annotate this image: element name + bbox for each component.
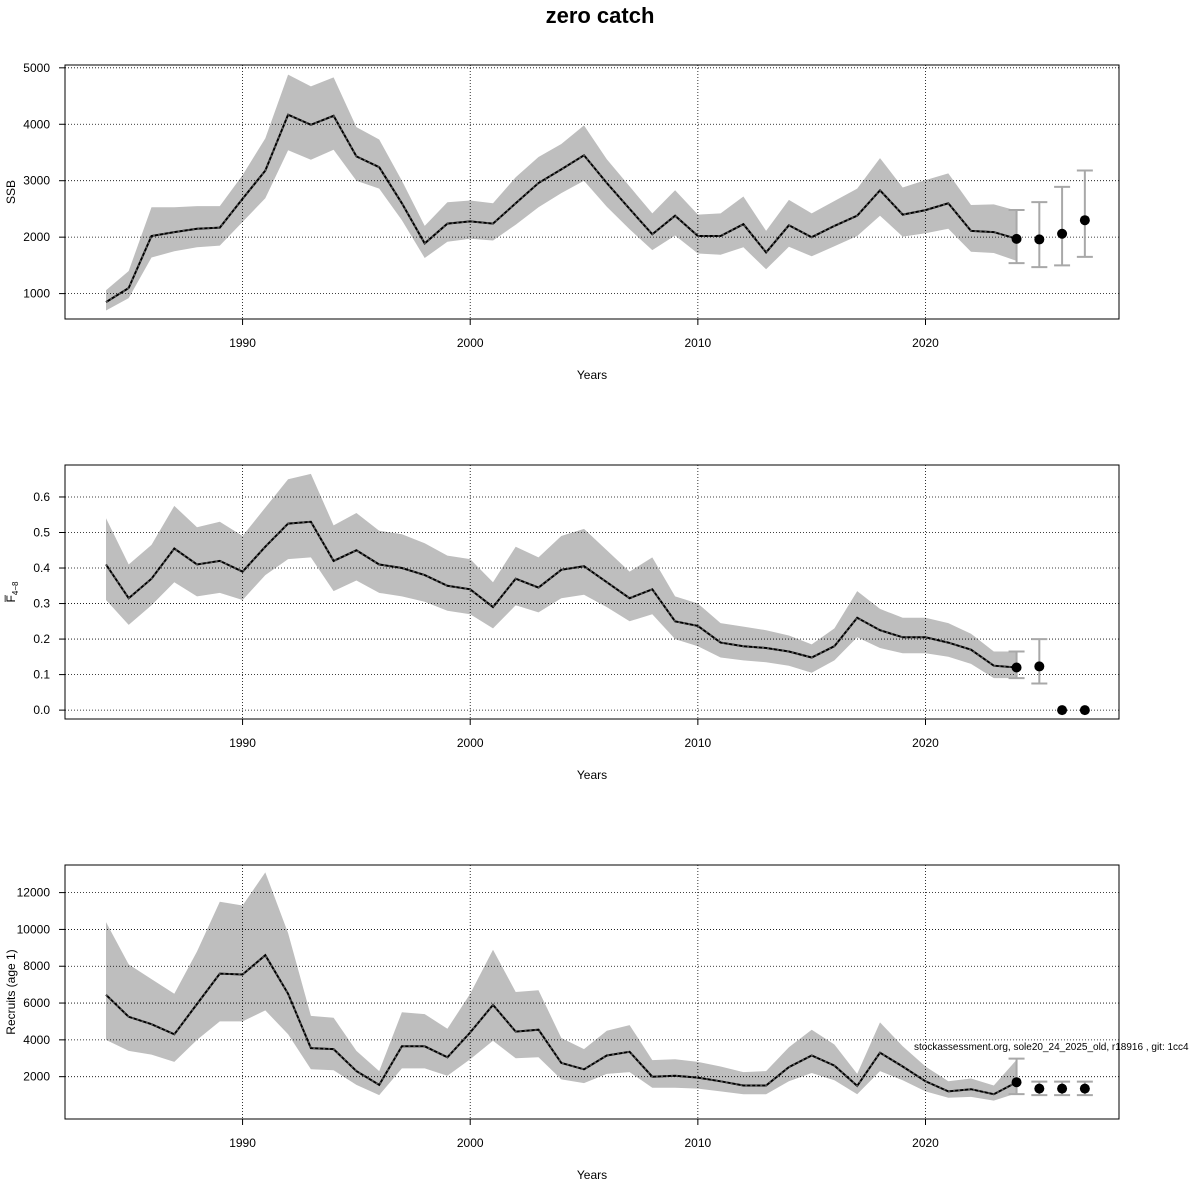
fbar-y-axis-label-subscript: 4−8 [11, 581, 20, 595]
ssb-y-tick-label-0: 1000 [23, 287, 50, 301]
recruits-y-tick-label-2: 6000 [23, 996, 50, 1010]
recruits-forecast-point-2027 [1079, 1083, 1090, 1094]
ssb-y-tick-label-2: 3000 [23, 174, 50, 188]
ssb-estimate-line [105, 113, 1017, 303]
fbar-y-tick-label-1: 0.1 [33, 668, 50, 682]
recruits-x-tick-label-2000: 2000 [457, 1136, 484, 1150]
ssb-x-tick-label-2020: 2020 [912, 336, 939, 350]
fbar-y-tick-label-5: 0.5 [33, 525, 50, 539]
recruits-forecast-point-2024 [1011, 1077, 1022, 1088]
fbar-y-tick-label-0: 0.0 [33, 703, 50, 717]
recruits-plot-frame [64, 864, 1120, 1120]
panel-ssb: 1990 2000 2010 2020 1000 2000 3000 4000 5000 Year… [4, 61, 1120, 382]
recruits-estimate-line [105, 953, 1018, 1096]
recruits-x-tick-label-1990: 1990 [229, 1136, 256, 1150]
fbar-x-tick-label-2010: 2010 [685, 736, 712, 750]
fbar-forecast-point-2026 [1057, 705, 1068, 716]
recruits-y-tick-label-3: 8000 [23, 959, 50, 973]
ssb-forecast-point-2025 [1034, 234, 1045, 245]
recruits-y-tick-label-0: 2000 [23, 1070, 50, 1084]
fbar-confidence-band [106, 473, 1017, 679]
ssb-y-tick-label-4: 5000 [23, 61, 50, 75]
ssb-x-tick-label-2000: 2000 [457, 336, 484, 350]
fbar-forecast-point-2025 [1034, 661, 1045, 672]
fbar-forecast-point-2027 [1079, 705, 1090, 716]
ssb-forecast-point-2024 [1011, 233, 1022, 244]
fbar-x-tick-label-2000: 2000 [457, 736, 484, 750]
ssb-y-tick-label-3: 4000 [23, 117, 50, 131]
ssb-x-tick-label-2010: 2010 [685, 336, 712, 350]
recruits-y-tick-label-1: 4000 [23, 1033, 50, 1047]
fbar-y-tick-label-6: 0.6 [33, 490, 50, 504]
footer-note: stockassessment.org, sole20_24_2025_old,… [914, 1042, 1189, 1053]
panel-fbar: 1990 2000 2010 2020 0.0 0.1 0.2 0.3 0.4 0.5 0.6 Yea… [4, 464, 1120, 782]
fbar-y-tick-label-2: 0.2 [33, 632, 50, 646]
ssb-y-tick-label-1: 2000 [23, 230, 50, 244]
recruits-forecast-point-2025 [1034, 1083, 1045, 1094]
fbar-estimate-line-dashes [105, 520, 1017, 669]
ssb-y-axis-label: SSB [4, 180, 18, 204]
ssb-plot-frame [64, 64, 1120, 320]
recruits-x-axis-label: Years [577, 1168, 607, 1182]
fbar-y-tick-label-4: 0.4 [33, 561, 50, 575]
ssb-x-axis-label: Years [577, 368, 607, 382]
ssb-forecast-point-2026 [1057, 228, 1068, 239]
fbar-forecast-point-2024 [1011, 662, 1022, 673]
recruits-x-tick-label-2010: 2010 [685, 1136, 712, 1150]
recruits-x-tick-label-2020: 2020 [912, 1136, 939, 1150]
panel-recruits: 1990 2000 2010 2020 2000 4000 6000 8000 10000 120… [4, 864, 1120, 1182]
fbar-x-tick-label-2020: 2020 [912, 736, 939, 750]
ssb-x-tick-label-1990: 1990 [229, 336, 256, 350]
recruits-y-axis-label: Recruits (age 1) [4, 949, 18, 1034]
recruits-confidence-band [106, 872, 1017, 1101]
fbar-y-tick-label-3: 0.3 [33, 597, 50, 611]
recruits-forecast-point-2026 [1057, 1083, 1068, 1094]
chart-title: zero catch [546, 3, 655, 28]
recruits-y-tick-label-4: 10000 [17, 922, 51, 936]
fbar-plot-frame [64, 464, 1120, 720]
fbar-x-axis-label: Years [577, 768, 607, 782]
ssb-confidence-band [106, 74, 1017, 311]
fbar-y-axis-label: F̅4−8 [4, 581, 20, 602]
recruits-y-tick-label-5: 12000 [17, 886, 51, 900]
fbar-x-tick-label-1990: 1990 [229, 736, 256, 750]
ssb-forecast-point-2027 [1079, 215, 1090, 226]
